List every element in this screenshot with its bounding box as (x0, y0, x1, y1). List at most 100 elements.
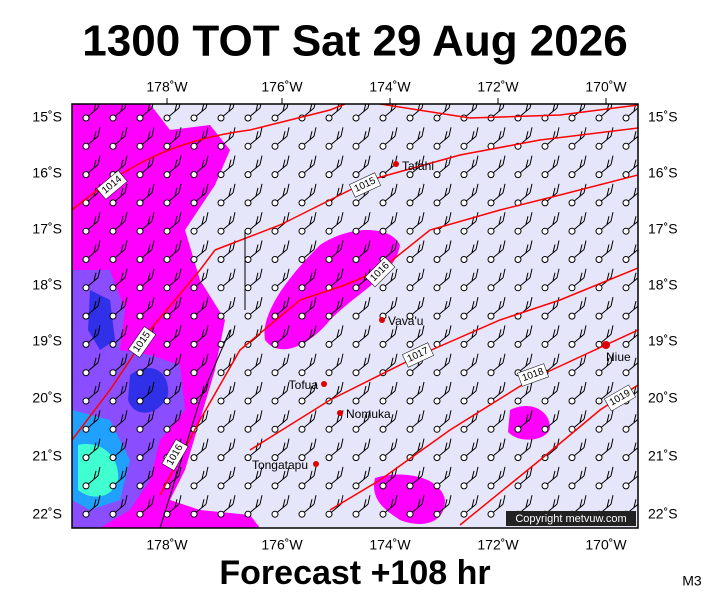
place-label: Vava'u (388, 314, 423, 328)
barb-station (163, 227, 171, 235)
barb-station (244, 454, 252, 462)
barb-station (244, 369, 252, 377)
barb-station (514, 256, 522, 263)
barb-station (595, 114, 603, 122)
barb-station (406, 199, 414, 207)
lon-label: 176˚W (261, 79, 303, 95)
barb-station (82, 397, 90, 405)
barb-station (379, 482, 387, 490)
barb-station (622, 171, 630, 179)
barb-station (595, 227, 603, 235)
copyright: Copyright metvuw.com (515, 513, 626, 525)
barb-station (622, 369, 630, 377)
barb-station (541, 227, 549, 235)
barb-station (136, 454, 144, 462)
barb-station (487, 510, 495, 518)
barb-station (109, 199, 117, 207)
barb-station (82, 312, 90, 320)
barb-station (271, 425, 279, 433)
barb-station (82, 340, 90, 348)
barb-station (190, 312, 198, 320)
barb-station (82, 114, 90, 122)
barb-station (622, 482, 630, 490)
barb-station (217, 454, 225, 462)
barb-station (244, 114, 252, 122)
model-code: M3 (682, 573, 702, 589)
barb-station (136, 397, 144, 405)
barb-station (163, 369, 171, 377)
wind-barbs (82, 104, 638, 518)
lat-label: 16˚S (32, 165, 62, 181)
barb-station (433, 425, 441, 433)
barb-station (460, 227, 468, 235)
barb-station (379, 510, 387, 518)
barb-station (298, 482, 306, 490)
barb-station (433, 397, 441, 405)
lat-label: 19˚S (32, 333, 62, 349)
barb-station (82, 482, 90, 490)
lat-label: 22˚S (32, 506, 62, 522)
barb-station (514, 425, 522, 433)
barb-station (622, 340, 630, 348)
barb-station (190, 369, 198, 377)
lat-label: 19˚S (648, 333, 678, 349)
barb-station (109, 284, 117, 292)
barb-station (595, 142, 603, 150)
shading (88, 290, 169, 413)
barb-station (433, 454, 441, 462)
barb-station (541, 312, 549, 320)
lon-label: 172˚W (477, 537, 519, 553)
barb-station (163, 199, 171, 207)
barb-station (433, 510, 441, 518)
lon-label: 176˚W (261, 537, 303, 553)
barb-station (190, 482, 198, 490)
barb-station (622, 312, 630, 320)
barb-station (325, 227, 333, 235)
barb-station (163, 256, 171, 263)
barb-station (514, 397, 522, 405)
barb-station (622, 227, 630, 235)
place-dot (379, 317, 385, 323)
lon-label: 174˚W (369, 79, 411, 95)
lat-label: 17˚S (32, 221, 62, 237)
barb-station (109, 340, 117, 348)
isobar-label-box (517, 363, 549, 387)
barb-station (82, 454, 90, 462)
barb-station (271, 284, 279, 292)
barb-station (190, 397, 198, 405)
barb-station (487, 369, 495, 377)
barb-station (298, 510, 306, 518)
barb-station (298, 142, 306, 150)
barb-station (595, 397, 603, 405)
barb-station (298, 425, 306, 433)
barb-station (514, 482, 522, 490)
barb-station (352, 199, 360, 207)
barb-station (190, 454, 198, 462)
lat-label: 17˚S (648, 221, 678, 237)
barb-station (352, 397, 360, 405)
barb-station (244, 284, 252, 292)
barb-station (406, 482, 414, 490)
barb-station (325, 171, 333, 179)
barb-station (190, 227, 198, 235)
barb-station (352, 454, 360, 462)
barb-station (298, 340, 306, 348)
barb-station (433, 171, 441, 179)
places: Tafahi Vava'u Niue Tofua Nomuka Tongatap… (252, 159, 631, 472)
barb-station (190, 256, 198, 263)
barb-station (433, 482, 441, 490)
barb-station (136, 142, 144, 150)
place-label: Tongatapu (252, 458, 308, 472)
barb-station (352, 510, 360, 518)
barb-station (163, 397, 171, 405)
lon-label: 170˚W (585, 79, 627, 95)
place-dot (393, 161, 399, 167)
barb-station (325, 454, 333, 462)
barb-station (217, 256, 225, 263)
barb-station (163, 340, 171, 348)
barb-station (244, 199, 252, 207)
barb-station (460, 510, 468, 518)
barb-station (433, 312, 441, 320)
lon-label: 170˚W (585, 537, 627, 553)
